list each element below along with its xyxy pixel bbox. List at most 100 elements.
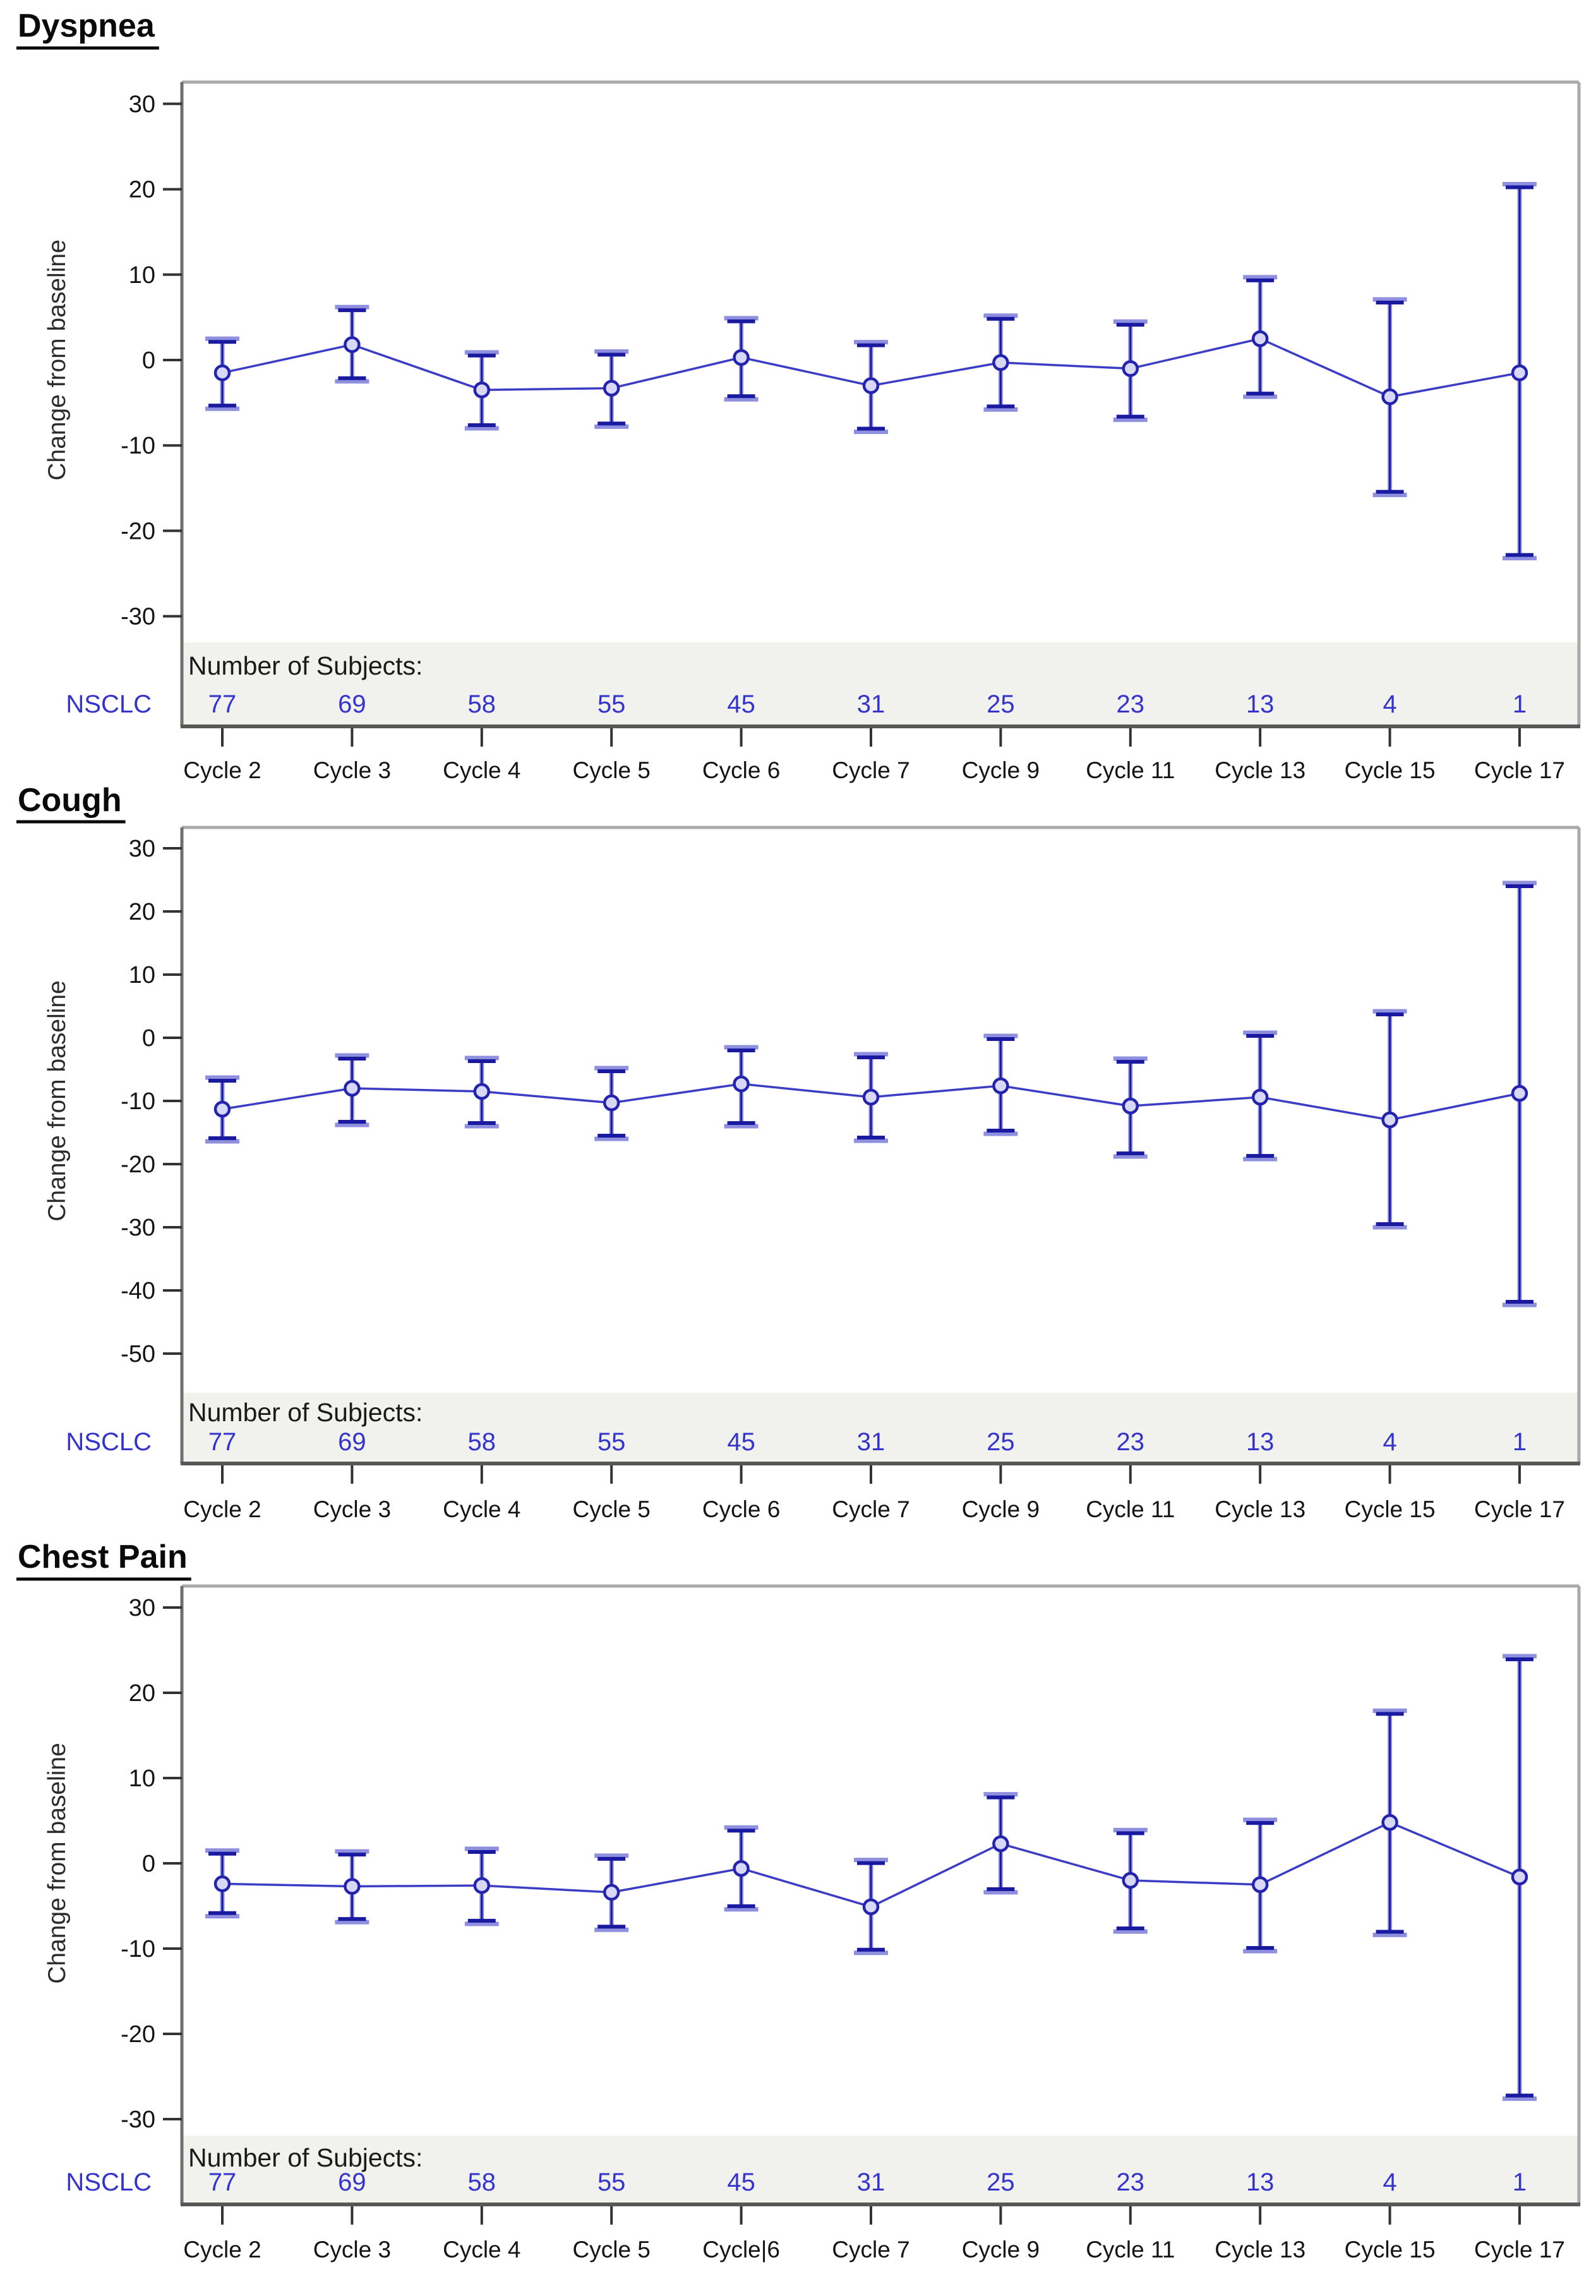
x-tick-label: Cycle 15 (1345, 2237, 1436, 2263)
data-point-marker (344, 1079, 361, 1097)
data-point-marker (862, 1088, 880, 1106)
x-tick-label: Cycle 17 (1474, 2237, 1565, 2263)
data-point-marker (603, 1884, 620, 1901)
y-tick-label: 10 (129, 962, 155, 989)
subjects-count: 25 (987, 690, 1015, 718)
subjects-count: 55 (597, 1428, 626, 1456)
subjects-count: 13 (1246, 690, 1275, 718)
x-tick-label: Cycle 4 (443, 1496, 520, 1522)
y-tick-label: -20 (121, 518, 155, 544)
data-point-marker (473, 1083, 491, 1100)
data-point-marker (473, 382, 491, 399)
subjects-count: 58 (468, 2168, 496, 2196)
x-tick-label: Cycle 5 (573, 757, 651, 783)
subjects-count: 13 (1246, 2168, 1275, 2196)
subjects-count: 4 (1383, 2168, 1396, 2196)
data-point-marker (344, 1878, 361, 1895)
y-tick-label: -30 (121, 2107, 155, 2133)
subjects-count: 1 (1513, 2168, 1527, 2196)
subjects-count: 69 (338, 2168, 366, 2196)
chart-title: Cough (18, 782, 122, 819)
data-point-marker (862, 377, 880, 394)
x-tick-label: Cycle 13 (1215, 757, 1305, 783)
nsclc-row-label: NSCLC (66, 1428, 152, 1456)
x-tick-label: Cycle 17 (1474, 757, 1565, 783)
y-axis-title: Change from baseline (44, 1743, 71, 1984)
error-bar (1113, 319, 1148, 423)
x-tick-label: Cycle 6 (702, 757, 780, 783)
y-tick-label: 30 (129, 836, 155, 862)
x-tick-label: Cycle 17 (1474, 1496, 1565, 1522)
data-point-marker (992, 1077, 1009, 1095)
x-tick-label: Cycle 2 (183, 1496, 261, 1522)
subjects-count: 25 (987, 2168, 1015, 2196)
x-tick-label: Cycle 9 (962, 2237, 1040, 2263)
chart-cough: 30 20 10 0 -10 -20 -30 -40 -50 Cycle 2 Cycle 3 Cycl… (16, 782, 1581, 1522)
x-tick-label: Cycle 5 (573, 2237, 651, 2263)
x-tick-label: Cycle 11 (1086, 757, 1175, 783)
chart-dyspnea: 30 20 10 0 -10 -20 -30 Cycle 2 Cycle 3 Cycle 4 Cyc… (16, 8, 1581, 783)
y-tick-label: -10 (121, 433, 155, 459)
subjects-count: 69 (338, 690, 366, 718)
x-tick-label: Cycle 6 (702, 1496, 780, 1522)
x-tick-label: Cycle 3 (313, 1496, 391, 1522)
x-tick-label: Cycle 11 (1086, 2237, 1175, 2263)
y-tick-label: 30 (129, 1595, 155, 1621)
nsclc-row-label: NSCLC (66, 690, 152, 718)
data-point-marker (213, 364, 231, 382)
subjects-count: 45 (727, 2168, 755, 2196)
subjects-count: 55 (597, 2168, 626, 2196)
subjects-band (183, 1393, 1578, 1462)
data-point-marker (1251, 1088, 1269, 1106)
subjects-band (183, 2136, 1578, 2203)
x-tick-label: Cycle 4 (443, 2237, 520, 2263)
subjects-count: 1 (1513, 690, 1527, 718)
x-tick-label: Cycle|6 (702, 2237, 780, 2263)
data-point-marker (1381, 1111, 1398, 1129)
data-point-marker (473, 1877, 491, 1894)
subjects-count: 31 (857, 1428, 885, 1456)
error-bar (205, 1848, 239, 1919)
y-tick-label: 0 (142, 1851, 155, 1877)
subjects-count: 13 (1246, 1428, 1275, 1456)
x-tick-label: Cycle 7 (832, 1496, 909, 1522)
x-tick-label: Cycle 7 (832, 2237, 909, 2263)
number-of-subjects-header: Number of Subjects: (188, 651, 423, 680)
x-tick-label: Cycle 9 (962, 1496, 1040, 1522)
subjects-count: 23 (1117, 690, 1145, 718)
x-tick-label: Cycle 11 (1086, 1496, 1175, 1522)
y-tick-label: -40 (121, 1278, 155, 1304)
data-point-marker (733, 1860, 750, 1877)
y-tick-label: 10 (129, 262, 155, 289)
y-tick-label: 10 (129, 1765, 155, 1792)
data-point-marker (1511, 364, 1528, 382)
subjects-count: 45 (727, 690, 755, 718)
data-point-marker (862, 1898, 880, 1916)
data-point-marker (603, 380, 620, 397)
data-point-marker (1122, 1872, 1139, 1889)
x-tick-label: Cycle 9 (962, 757, 1040, 783)
data-point-marker (603, 1094, 620, 1112)
x-tick-label: Cycle 15 (1345, 757, 1436, 783)
x-tick-label: Cycle 5 (573, 1496, 651, 1522)
number-of-subjects-header: Number of Subjects: (188, 2143, 423, 2172)
subjects-count: 31 (857, 2168, 885, 2196)
error-bar (724, 1045, 759, 1129)
data-point-marker (1511, 1868, 1528, 1885)
subjects-count: 1 (1513, 1428, 1527, 1456)
x-tick-label: Cycle 15 (1345, 1496, 1436, 1522)
subjects-count: 31 (857, 690, 885, 718)
data-point-marker (1122, 1097, 1139, 1115)
y-tick-label: 0 (142, 347, 155, 374)
error-bar (983, 1792, 1018, 1895)
y-tick-label: -20 (121, 2021, 155, 2048)
subjects-count: 45 (727, 1428, 755, 1456)
error-bar (1113, 1827, 1148, 1934)
subjects-count: 4 (1383, 690, 1396, 718)
subjects-count: 77 (208, 2168, 237, 2196)
y-axis-title: Change from baseline (44, 980, 71, 1222)
nsclc-row-label: NSCLC (66, 2168, 152, 2196)
y-tick-label: -20 (121, 1151, 155, 1178)
subjects-count: 77 (208, 690, 237, 718)
